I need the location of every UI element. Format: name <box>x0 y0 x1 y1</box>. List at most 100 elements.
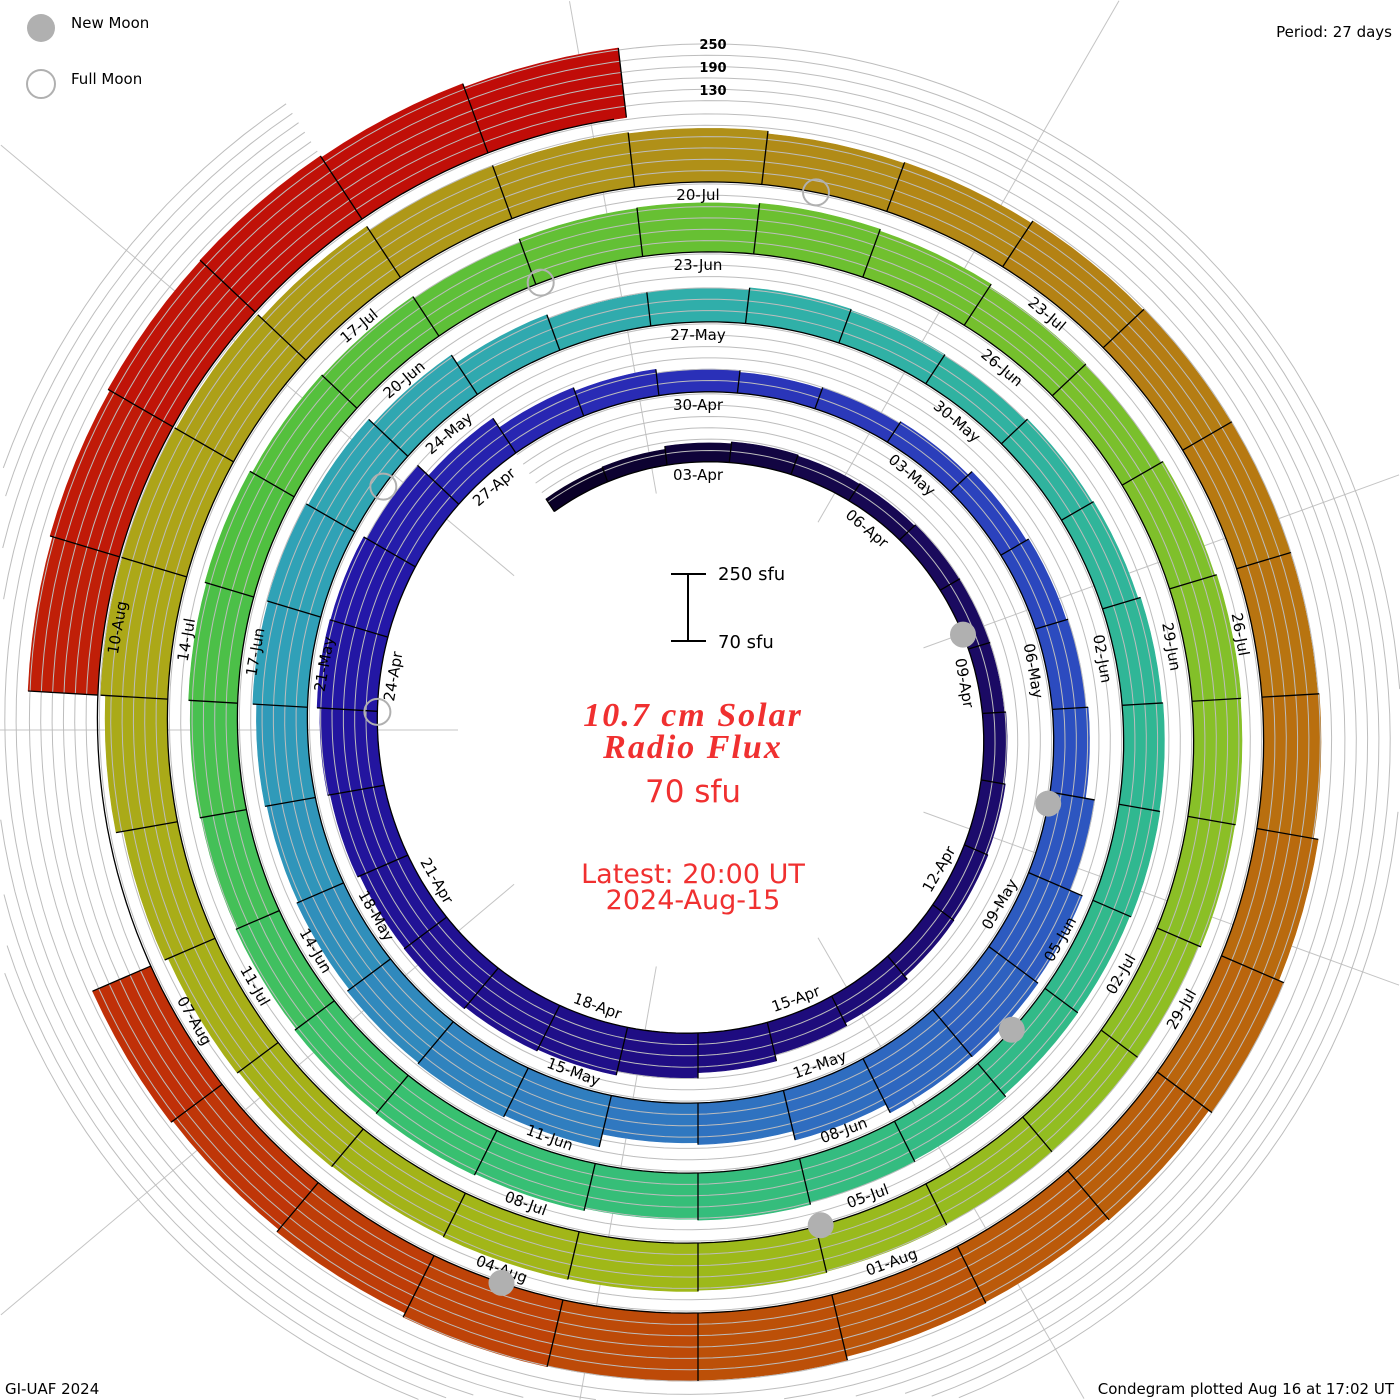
scale-top-label: 250 sfu <box>718 564 785 585</box>
day-separator <box>368 418 409 457</box>
day-separator <box>744 287 751 324</box>
day-separator <box>838 309 852 344</box>
day-separator <box>601 466 609 483</box>
level-label-190: 190 <box>699 61 726 76</box>
latest-time: Latest: 20:00 UT <box>581 859 805 890</box>
day-separator <box>932 904 955 922</box>
day-separator <box>736 370 741 394</box>
day-separator <box>814 387 824 409</box>
flux-bar-day-4 <box>728 441 799 475</box>
day-separator <box>92 965 152 992</box>
day-separator <box>572 387 585 417</box>
day-separator <box>1092 899 1132 918</box>
flux-bar-day-57 <box>646 287 750 327</box>
radial-gridline <box>817 0 1120 523</box>
day-separator <box>1000 418 1028 445</box>
day-separator <box>503 1067 529 1118</box>
new-moon-icon <box>807 1212 834 1239</box>
day-separator <box>886 162 906 212</box>
day-separator <box>170 1083 223 1123</box>
day-separator <box>1256 827 1319 840</box>
day-separator <box>1028 872 1083 897</box>
day-separator <box>294 1000 335 1031</box>
day-separator <box>28 690 98 696</box>
day-separator <box>968 641 991 650</box>
new-moon-icon <box>998 1016 1025 1043</box>
gridline-130-sfu <box>4 88 1357 1400</box>
flux-bar-day-35 <box>1000 538 1067 630</box>
day-separator <box>1051 363 1087 397</box>
flux-bar-day-32 <box>814 387 901 443</box>
day-separator <box>925 1183 948 1226</box>
date-label: 24-Apr <box>380 649 407 702</box>
day-separator <box>956 1246 987 1304</box>
day-separator <box>276 1182 319 1233</box>
day-separator <box>1121 460 1164 486</box>
day-separator <box>267 600 321 618</box>
date-label: 27-May <box>670 326 726 344</box>
full-moon-icon <box>369 472 398 501</box>
day-separator <box>752 203 761 255</box>
chart-title-line2: Radio Flux <box>603 729 783 766</box>
day-separator <box>1122 702 1163 706</box>
day-separator <box>1156 1071 1213 1114</box>
day-separator <box>188 699 238 704</box>
flux-bar-day-58 <box>745 287 852 344</box>
day-separator <box>1156 927 1202 948</box>
day-separator <box>204 581 254 598</box>
day-separator <box>450 354 478 395</box>
day-separator <box>831 1294 848 1361</box>
day-separator <box>1000 538 1029 556</box>
day-separator <box>257 314 307 361</box>
day-separator <box>886 421 902 443</box>
flux-bar-day-2 <box>601 448 668 483</box>
day-separator <box>980 779 1006 785</box>
gridline-190-sfu <box>2 66 1380 1396</box>
day-separator <box>982 711 1006 715</box>
day-separator <box>321 374 358 409</box>
day-separator <box>49 535 120 558</box>
day-separator <box>790 454 799 475</box>
flux-bar-day-103 <box>123 821 216 961</box>
day-separator <box>417 1021 454 1065</box>
full-moon-icon <box>363 697 392 726</box>
day-separator <box>375 1074 409 1114</box>
day-separator <box>252 703 308 708</box>
day-separator <box>363 536 416 568</box>
day-separator <box>1061 501 1094 521</box>
day-separator <box>766 1022 778 1062</box>
day-separator <box>728 441 733 463</box>
day-separator <box>862 229 881 278</box>
day-separator <box>329 619 389 638</box>
latest-date: 2024-Aug-15 <box>605 885 781 916</box>
day-separator <box>199 808 247 819</box>
day-separator <box>546 1299 564 1367</box>
base-value-label: 70 sfu <box>644 774 741 810</box>
day-separator <box>1035 618 1069 630</box>
day-separator <box>174 427 234 463</box>
day-separators <box>28 47 1320 1381</box>
day-separator <box>798 1158 812 1205</box>
day-separator <box>107 388 174 428</box>
full-moon-icon <box>526 268 555 297</box>
day-separator <box>939 578 961 591</box>
day-separator <box>347 958 391 992</box>
day-separator <box>567 1231 580 1280</box>
moon-markers <box>363 178 1062 1296</box>
new-moon-legend-icon <box>27 14 55 42</box>
footer-credit: GI-UAF 2024 <box>5 1380 100 1398</box>
day-separator <box>249 470 295 498</box>
series-end-cap <box>545 498 555 512</box>
date-label: 30-Apr <box>673 396 724 414</box>
day-separator <box>463 967 499 1010</box>
flux-bar-day-1 <box>545 467 609 512</box>
day-separator <box>265 796 316 807</box>
day-separator <box>1022 1116 1053 1153</box>
day-separator <box>121 556 187 578</box>
day-separator <box>848 483 861 502</box>
day-separator <box>1102 308 1145 349</box>
day-separator <box>615 1027 629 1076</box>
full-moon-legend-icon <box>26 69 56 99</box>
new-moon-icon <box>1035 790 1062 817</box>
